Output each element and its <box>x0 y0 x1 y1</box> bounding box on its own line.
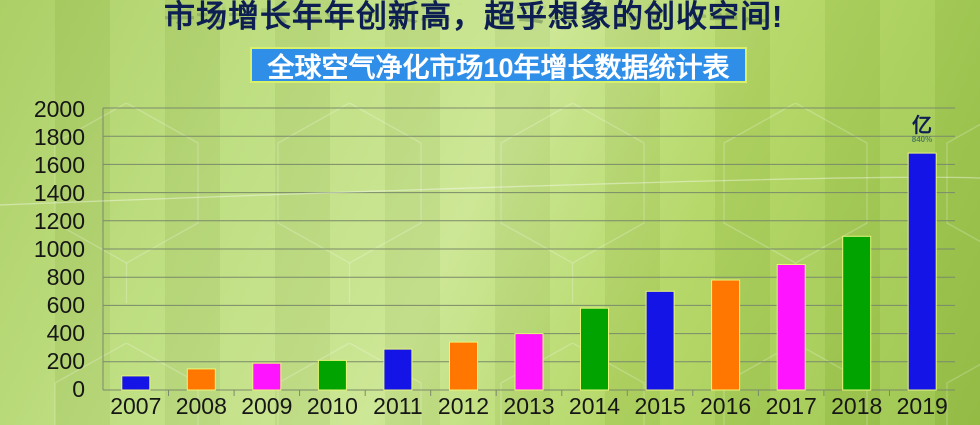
svg-text:2012: 2012 <box>438 393 489 419</box>
svg-text:2014: 2014 <box>569 393 620 419</box>
svg-text:2018: 2018 <box>831 393 882 419</box>
svg-text:2009: 2009 <box>241 393 292 419</box>
svg-text:400: 400 <box>47 320 85 346</box>
svg-text:800: 800 <box>47 264 85 290</box>
svg-text:2015: 2015 <box>635 393 686 419</box>
svg-text:1200: 1200 <box>34 208 85 234</box>
svg-text:亿: 亿 <box>912 113 932 137</box>
svg-text:2019: 2019 <box>897 393 948 419</box>
svg-text:2016: 2016 <box>700 393 751 419</box>
svg-text:840%: 840% <box>912 135 932 144</box>
svg-text:1400: 1400 <box>34 180 85 206</box>
svg-text:2011: 2011 <box>373 393 422 419</box>
svg-text:0: 0 <box>72 376 85 402</box>
svg-text:1600: 1600 <box>34 152 85 178</box>
svg-text:200: 200 <box>47 348 85 374</box>
svg-text:2017: 2017 <box>766 393 817 419</box>
svg-text:2010: 2010 <box>307 393 358 419</box>
svg-text:1000: 1000 <box>34 236 85 262</box>
svg-text:2007: 2007 <box>110 393 161 419</box>
svg-text:1800: 1800 <box>34 124 85 150</box>
svg-text:2008: 2008 <box>176 393 227 419</box>
svg-text:2013: 2013 <box>503 393 554 419</box>
svg-text:2000: 2000 <box>34 96 85 122</box>
svg-text:600: 600 <box>47 292 85 318</box>
